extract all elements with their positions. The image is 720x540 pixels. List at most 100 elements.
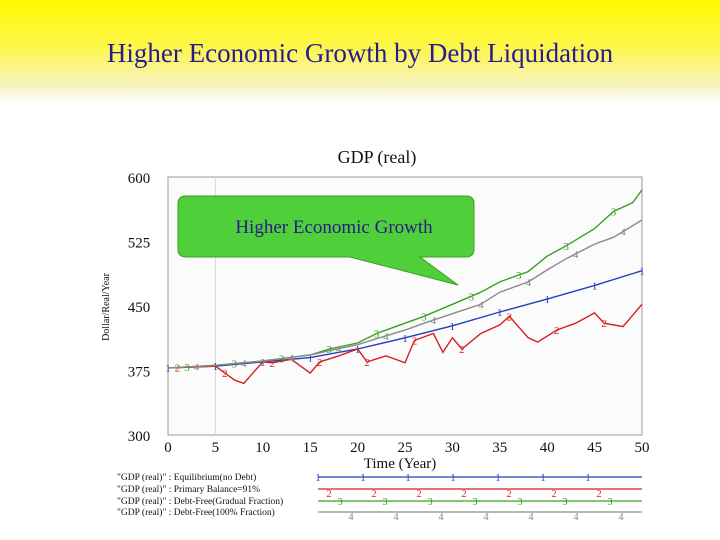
series-marker-1: 1 <box>165 363 171 375</box>
series-marker-2: 2 <box>270 358 276 370</box>
series-marker-2: 2 <box>222 368 228 380</box>
series-marker-2: 2 <box>317 357 323 369</box>
series-marker-1: 1 <box>402 333 408 345</box>
y-tick-label: 600 <box>128 171 151 187</box>
series-marker-1: 1 <box>544 294 550 306</box>
legend-marker-1: 1 <box>360 473 365 484</box>
legend-marker-1: 1 <box>540 473 545 484</box>
legend-label-3: "GDP (real)" : Debt-Free(Gradual Fractio… <box>117 496 283 507</box>
series-marker-1: 1 <box>592 280 598 292</box>
legend-marker-1: 1 <box>450 473 455 484</box>
x-tick-label: 50 <box>635 440 650 456</box>
series-marker-2: 2 <box>507 311 513 323</box>
title-banner <box>0 0 720 103</box>
legend-marker-1: 1 <box>405 473 410 484</box>
series-marker-2: 2 <box>554 325 560 337</box>
legend-marker-4: 4 <box>393 512 399 523</box>
x-tick-label: 40 <box>540 440 555 456</box>
x-tick-label: 30 <box>445 440 460 456</box>
series-marker-1: 1 <box>307 353 313 365</box>
legend-marker-3: 3 <box>337 497 342 508</box>
x-axis-label: Time (Year) <box>364 456 437 472</box>
legend-marker-1: 1 <box>495 473 500 484</box>
x-tick-label: 0 <box>164 440 172 456</box>
x-tick-label: 20 <box>350 440 365 456</box>
series-4: 4 4 4 4 4 4 4 4 4 4 <box>167 219 643 373</box>
series-marker-3: 3 <box>279 354 285 366</box>
series-marker-3: 3 <box>374 329 380 341</box>
series-marker-1: 1 <box>639 266 645 278</box>
legend-marker-4: 4 <box>573 512 579 523</box>
series-marker-4: 4 <box>478 299 484 311</box>
series-marker-4: 4 <box>573 249 579 261</box>
legend-label-1: "GDP (real)" : Equilibrium(no Debt) <box>117 472 256 483</box>
series-marker-3: 3 <box>563 241 569 253</box>
legend-marker-2: 2 <box>416 489 421 500</box>
legend-marker-1: 1 <box>585 473 590 484</box>
series-marker-4: 4 <box>194 361 200 373</box>
legend-marker-4: 4 <box>528 512 534 523</box>
series-marker-2: 2 <box>459 344 465 356</box>
slide-title: Higher Economic Growth by Debt Liquidati… <box>106 38 614 68</box>
series-marker-4: 4 <box>620 226 626 238</box>
legend-marker-3: 3 <box>382 497 387 508</box>
callout-text: Higher Economic Growth <box>235 217 433 238</box>
series-marker-4: 4 <box>336 344 342 356</box>
legend-marker-4: 4 <box>618 512 624 523</box>
series-marker-3: 3 <box>184 362 190 374</box>
legend-marker-1: 1 <box>315 473 320 484</box>
legend-marker-3: 3 <box>607 497 612 508</box>
legend-marker-4: 4 <box>483 512 489 523</box>
series-marker-1: 1 <box>497 307 503 319</box>
y-axis-label: Dollar/Real/Year <box>101 272 112 341</box>
legend-label-2: "GDP (real)" : Primary Balance=91% <box>117 484 260 495</box>
series-marker-2: 2 <box>364 357 370 369</box>
series-marker-3: 3 <box>232 359 238 371</box>
chart-title: GDP (real) <box>338 147 417 168</box>
series-marker-1: 1 <box>213 361 219 373</box>
legend-label-4: "GDP (real)" : Debt-Free(100% Fraction) <box>117 507 275 518</box>
series-2: 2 2 2 2 2 2 2 2 2 2 <box>167 303 643 385</box>
series-marker-4: 4 <box>288 352 294 364</box>
x-tick-label: 10 <box>255 440 270 456</box>
series-marker-2: 2 <box>412 335 418 347</box>
series-marker-4: 4 <box>241 358 247 370</box>
legend-marker-2: 2 <box>371 489 376 500</box>
series-marker-1: 1 <box>450 321 456 333</box>
legend-marker-3: 3 <box>517 497 522 508</box>
legend-marker-4: 4 <box>438 512 444 523</box>
legend-marker-2: 2 <box>551 489 556 500</box>
tick-layer: 0 5 10 15 20 25 30 35 40 45 50 300 375 450 525 600 <box>128 171 650 456</box>
legend-marker-2: 2 <box>461 489 466 500</box>
series-marker-3: 3 <box>421 311 427 323</box>
x-tick-label: 35 <box>492 440 507 456</box>
x-tick-label: 45 <box>587 440 602 456</box>
series-marker-4: 4 <box>383 331 389 343</box>
legend-marker-2: 2 <box>506 489 511 500</box>
series-marker-4: 4 <box>431 315 437 327</box>
y-tick-label: 375 <box>128 365 151 381</box>
y-tick-label: 525 <box>128 236 151 252</box>
series-marker-3: 3 <box>469 291 475 303</box>
series-line-1 <box>167 270 643 369</box>
y-tick-label: 450 <box>128 300 151 316</box>
series-marker-3: 3 <box>611 206 617 218</box>
series-line-4 <box>167 219 643 369</box>
legend-marker-3: 3 <box>472 497 477 508</box>
legend-marker-3: 3 <box>427 497 432 508</box>
series-line-2 <box>167 303 643 385</box>
series-marker-3: 3 <box>516 270 522 282</box>
x-tick-label: 25 <box>398 440 413 456</box>
series-marker-2: 2 <box>175 363 181 375</box>
callout-shape <box>177 195 475 286</box>
legend-marker-4: 4 <box>348 512 354 523</box>
x-tick-label: 15 <box>303 440 318 456</box>
series-marker-2: 2 <box>601 318 607 330</box>
y-tick-label: 300 <box>128 429 151 445</box>
series-marker-4: 4 <box>525 277 531 289</box>
legend-marker-2: 2 <box>326 489 331 500</box>
x-tick-label: 5 <box>212 440 220 456</box>
callout: Higher Economic Growth <box>177 195 475 286</box>
